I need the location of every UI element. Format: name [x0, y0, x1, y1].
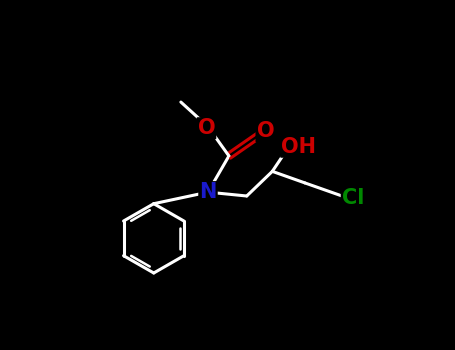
Text: OH: OH: [281, 137, 316, 157]
Text: Cl: Cl: [342, 188, 364, 208]
Text: O: O: [257, 121, 274, 141]
Text: O: O: [197, 118, 215, 138]
Text: N: N: [199, 182, 217, 202]
